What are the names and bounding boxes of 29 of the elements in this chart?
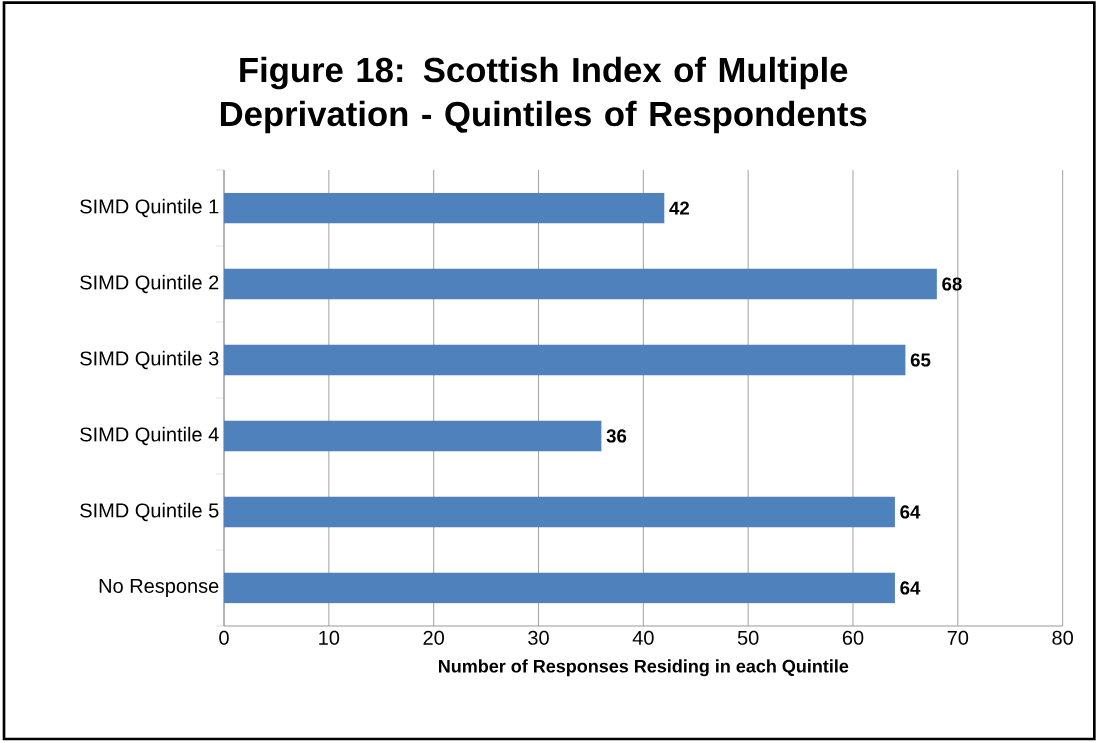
- data-label: 64: [900, 581, 921, 595]
- x-tick-label: 40: [632, 630, 654, 645]
- data-label: 68: [942, 277, 962, 291]
- bar: [224, 420, 602, 452]
- x-tick-label: 60: [842, 630, 864, 645]
- y-tick-label: SIMD Quintile 5: [80, 502, 219, 522]
- x-tick-label: 20: [423, 630, 444, 645]
- y-tick-label: SIMD Quintile 2: [80, 274, 219, 294]
- x-tick-label: 50: [737, 630, 759, 645]
- x-axis-title: Number of Responses Residing in each Quintile: [439, 659, 849, 677]
- bar: [224, 496, 895, 528]
- bar: [224, 192, 665, 224]
- chart-title: Figure 18: Scottish Index of Multiple Deprivation - Quintiles of Respondents: [220, 56, 867, 134]
- bar: [224, 572, 895, 604]
- data-label: 65: [910, 353, 931, 367]
- x-tick-label: 80: [1052, 630, 1073, 645]
- data-label: 64: [900, 505, 921, 519]
- y-tick-label: SIMD Quintile 3: [80, 350, 219, 370]
- bar: [224, 268, 937, 300]
- y-tick-label: SIMD Quintile 1: [80, 198, 219, 218]
- x-tick-label: 0: [219, 630, 229, 645]
- data-label: 36: [606, 429, 627, 443]
- bar: [224, 344, 906, 376]
- y-tick-label: No Response: [99, 579, 219, 597]
- x-tick-label: 10: [319, 630, 340, 645]
- y-tick-label: SIMD Quintile 4: [80, 426, 219, 446]
- x-tick-label: 70: [947, 630, 969, 645]
- data-label: 42: [669, 201, 690, 215]
- x-tick-label: 30: [528, 630, 549, 645]
